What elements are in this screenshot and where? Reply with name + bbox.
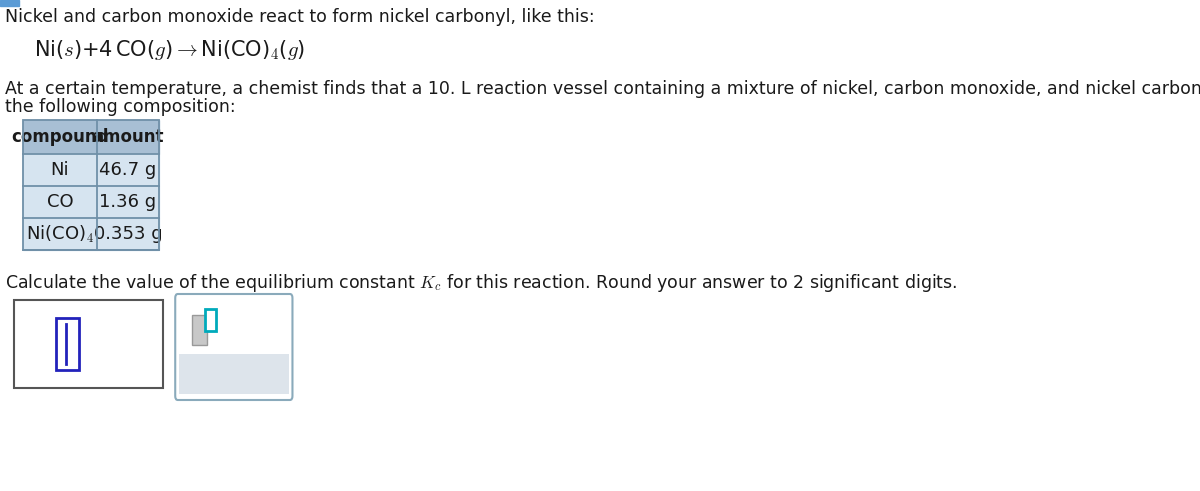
Text: $K_c$: $K_c$ xyxy=(24,332,52,355)
Text: Ni(CO)$_4$: Ni(CO)$_4$ xyxy=(26,223,94,245)
Text: 46.7 g: 46.7 g xyxy=(100,161,156,179)
Bar xyxy=(23,120,97,154)
Bar xyxy=(192,315,208,345)
Text: ×: × xyxy=(199,360,220,384)
Text: Ni($s$)+4$\,$CO($g$)$\rightarrow$Ni(CO)$_4$($g$): Ni($s$)+4$\,$CO($g$)$\rightarrow$Ni(CO)$… xyxy=(35,38,306,62)
Bar xyxy=(13,300,163,388)
Bar xyxy=(97,186,160,218)
Text: x10: x10 xyxy=(210,326,234,338)
Bar xyxy=(23,154,97,186)
FancyBboxPatch shape xyxy=(175,294,293,400)
Text: 1.36 g: 1.36 g xyxy=(100,193,156,211)
Text: Calculate the value of the equilibrium constant $K_c$ for this reaction. Round y: Calculate the value of the equilibrium c… xyxy=(5,272,958,294)
Text: 0.353 g: 0.353 g xyxy=(94,225,162,243)
Bar xyxy=(23,218,97,250)
Bar xyxy=(23,120,160,250)
Text: =: = xyxy=(41,334,60,354)
Bar xyxy=(97,154,160,186)
Text: ↺: ↺ xyxy=(248,360,269,384)
Bar xyxy=(23,186,97,218)
Bar xyxy=(0,0,19,6)
Bar xyxy=(204,309,216,331)
Text: At a certain temperature, a chemist finds that a 10. L reaction vessel containin: At a certain temperature, a chemist find… xyxy=(5,80,1200,98)
Bar xyxy=(179,354,289,394)
Text: compound: compound xyxy=(11,128,109,146)
Bar xyxy=(56,318,78,370)
Bar xyxy=(97,218,160,250)
Text: CO: CO xyxy=(47,193,73,211)
Text: the following composition:: the following composition: xyxy=(5,98,235,116)
Text: Ni: Ni xyxy=(50,161,70,179)
Text: Nickel and carbon monoxide react to form nickel carbonyl, like this:: Nickel and carbon monoxide react to form… xyxy=(5,8,595,26)
Bar xyxy=(97,120,160,154)
Text: amount: amount xyxy=(92,128,163,146)
